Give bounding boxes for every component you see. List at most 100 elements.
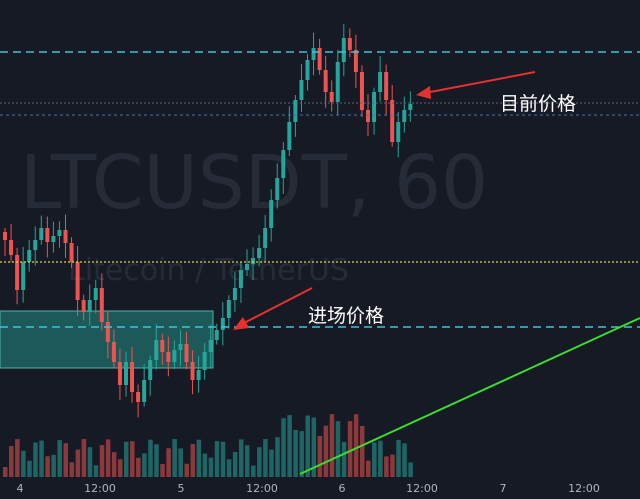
- candle-body: [87, 300, 92, 312]
- candle-body: [402, 110, 407, 122]
- candle-body: [359, 72, 364, 110]
- volume-bar: [154, 444, 159, 477]
- candle-body: [15, 255, 20, 290]
- volume-bar: [299, 431, 304, 477]
- candle-body: [93, 288, 98, 300]
- candle-body: [202, 352, 207, 370]
- candle-body: [166, 352, 171, 362]
- candle-body: [208, 340, 213, 352]
- volume-bar: [251, 465, 256, 477]
- candle-body: [305, 60, 310, 80]
- candle-body: [372, 92, 377, 122]
- time-label: 12:00: [84, 482, 116, 495]
- candle-body: [214, 330, 219, 340]
- candle-body: [329, 92, 334, 102]
- time-axis: [0, 477, 640, 499]
- candle-body: [184, 344, 189, 362]
- candles: [3, 24, 413, 477]
- volume-bar: [269, 449, 274, 477]
- candle-body: [341, 38, 346, 62]
- volume-bar: [366, 460, 371, 477]
- time-label: 6: [339, 482, 346, 495]
- candle-body: [196, 370, 201, 380]
- volume-bar: [33, 442, 38, 477]
- time-label: 5: [178, 482, 185, 495]
- volume-bar: [329, 414, 335, 477]
- volume-bar: [257, 447, 262, 477]
- trend-line: [299, 317, 640, 475]
- volume-bar: [130, 441, 135, 477]
- volume-bar: [124, 441, 129, 477]
- candle-body: [220, 318, 225, 330]
- volume-bar: [353, 414, 359, 477]
- candle-body: [347, 38, 352, 50]
- volume-bar: [238, 439, 244, 477]
- volume-bar: [378, 440, 383, 477]
- volume-bar: [166, 448, 171, 477]
- candle-body: [378, 72, 383, 92]
- time-label: 12:00: [568, 482, 600, 495]
- volume-bar: [263, 439, 268, 477]
- candle-body: [323, 70, 328, 92]
- volume-bar: [3, 467, 8, 477]
- candle-body: [178, 344, 183, 350]
- volume-bar: [275, 437, 280, 477]
- volume-bar: [142, 453, 147, 477]
- candle-body: [390, 100, 395, 142]
- volume-bar: [214, 441, 220, 477]
- candle-body: [232, 288, 237, 300]
- candle-body: [39, 228, 44, 240]
- arrow-head: [233, 317, 249, 330]
- candle-body: [105, 322, 110, 342]
- candle-body: [154, 340, 159, 360]
- candle-body: [317, 48, 322, 70]
- volume-bar: [136, 457, 141, 477]
- arrow: [424, 71, 536, 94]
- candle-body: [245, 264, 249, 270]
- volume-bar: [63, 443, 68, 477]
- volume-bar: [372, 442, 377, 477]
- volume-bar: [311, 417, 317, 477]
- time-label: 12:00: [246, 482, 278, 495]
- candle-body: [81, 300, 86, 312]
- candle-body: [408, 104, 413, 110]
- volume-bar: [232, 452, 238, 477]
- candle-body: [33, 240, 38, 250]
- candle-body: [130, 362, 135, 392]
- time-axis-labels: 4 12:00 5 12:00 6 12:00 7 12:00: [17, 482, 600, 495]
- candle-body: [269, 200, 274, 228]
- volume-bar: [226, 459, 232, 477]
- volume-bar: [184, 463, 189, 477]
- candle-body: [335, 62, 340, 102]
- time-label: 4: [17, 482, 24, 495]
- watermark-description: Litecoin / TetherUS: [68, 253, 349, 288]
- volume-bar: [220, 441, 226, 477]
- volume-bar: [69, 462, 75, 477]
- candle-body: [275, 178, 280, 200]
- time-label: 12:00: [406, 482, 438, 495]
- candle-body: [3, 232, 7, 240]
- candle-body: [136, 392, 141, 402]
- candle-body: [281, 150, 286, 178]
- volume-bar: [172, 439, 177, 477]
- volume-bar: [317, 435, 323, 477]
- volume-bar: [51, 454, 56, 477]
- candle-body: [160, 340, 165, 352]
- volume-bar: [408, 462, 413, 477]
- candle-body: [148, 360, 153, 380]
- candle-body: [172, 350, 177, 362]
- volume-bar: [341, 441, 347, 477]
- candle-body: [75, 262, 80, 300]
- volume-bar: [335, 421, 341, 477]
- annotation: 进场价格: [308, 305, 384, 327]
- volume-bar: [347, 421, 353, 477]
- arrow-head: [416, 86, 431, 99]
- volume-bar: [396, 440, 401, 477]
- volume-bar: [323, 425, 329, 477]
- volume-bar: [190, 444, 196, 477]
- volume-bar: [148, 439, 153, 477]
- volume-bar: [81, 439, 87, 477]
- candle-body: [21, 262, 26, 290]
